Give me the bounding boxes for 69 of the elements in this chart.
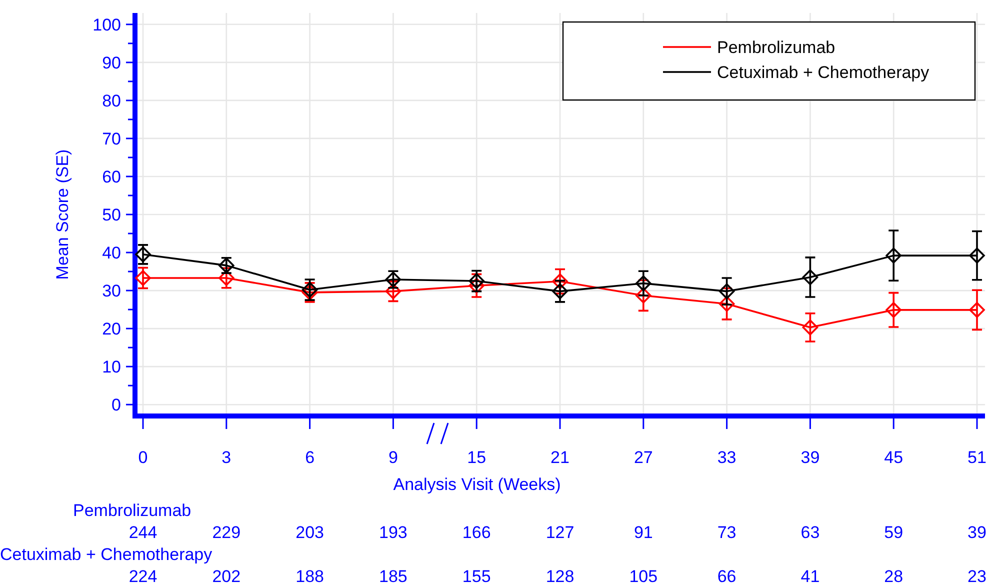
point	[636, 288, 652, 304]
text: 229	[212, 523, 241, 542]
text: 39	[968, 523, 986, 542]
point	[468, 273, 484, 289]
x-tick-label: 39	[800, 448, 820, 467]
y-tick-label: 100	[92, 15, 121, 34]
point	[718, 283, 735, 300]
point	[135, 270, 151, 286]
point	[886, 302, 902, 318]
text: 188	[296, 567, 324, 586]
text: 244	[128, 523, 158, 542]
text: 127	[546, 523, 574, 542]
y-tick-label: 90	[102, 53, 121, 72]
text: 203	[296, 523, 324, 542]
y-tick-label: 30	[102, 281, 121, 300]
text: 166	[462, 523, 491, 542]
y-tick-label: 60	[102, 167, 121, 186]
point	[135, 246, 151, 262]
x-tick-label: 45	[884, 448, 904, 467]
x-tick-label: 3	[222, 448, 232, 467]
y-tick-label: 10	[102, 358, 121, 377]
text: 128	[546, 567, 574, 586]
y-tick-label: 70	[102, 129, 121, 148]
point	[385, 283, 402, 300]
point	[302, 282, 318, 298]
point	[886, 248, 902, 264]
y-tick-label: 40	[102, 243, 121, 262]
point	[718, 296, 735, 312]
text: 63	[800, 523, 820, 542]
text: 193	[379, 523, 408, 542]
text: 155	[462, 567, 491, 586]
x-tick-label: 0	[138, 448, 148, 467]
y-axis-title: Mean Score (SE)	[53, 149, 72, 280]
point	[969, 248, 985, 264]
text: Pembrolizumab	[73, 501, 192, 520]
text: 41	[800, 567, 820, 586]
text: 91	[634, 523, 653, 542]
text: 202	[212, 567, 241, 586]
point	[552, 274, 568, 290]
point	[552, 283, 568, 300]
text: 105	[629, 567, 658, 586]
text: 185	[379, 567, 408, 586]
point	[969, 302, 985, 318]
text: Cetuximab + Chemotherapy	[0, 545, 213, 564]
legend-label: Cetuximab + Chemotherapy	[717, 62, 930, 82]
text: 28	[884, 567, 904, 586]
text: 59	[884, 523, 904, 542]
point	[468, 278, 484, 294]
x-tick-label: 51	[968, 448, 986, 467]
point	[302, 284, 318, 300]
text: 224	[128, 567, 158, 586]
x-tick-label: 9	[388, 448, 398, 467]
y-tick-label: 20	[102, 320, 121, 339]
x-tick-label: 6	[305, 448, 315, 467]
x-tick-label: 33	[717, 448, 736, 467]
point	[636, 275, 652, 292]
legend-label: Pembrolizumab	[717, 38, 836, 57]
point	[802, 320, 818, 336]
x-axis-title: Analysis Visit (Weeks)	[393, 475, 561, 494]
text: 73	[717, 523, 736, 542]
point	[802, 269, 818, 286]
y-tick-label: 80	[102, 91, 121, 110]
text: 23	[968, 567, 986, 586]
y-tick-label: 50	[102, 205, 121, 224]
x-tick-label: 21	[550, 448, 570, 467]
x-tick-label: 27	[634, 448, 653, 467]
y-tick-label: 0	[112, 396, 121, 415]
x-tick-label: 15	[467, 448, 486, 467]
text: 66	[717, 567, 736, 586]
